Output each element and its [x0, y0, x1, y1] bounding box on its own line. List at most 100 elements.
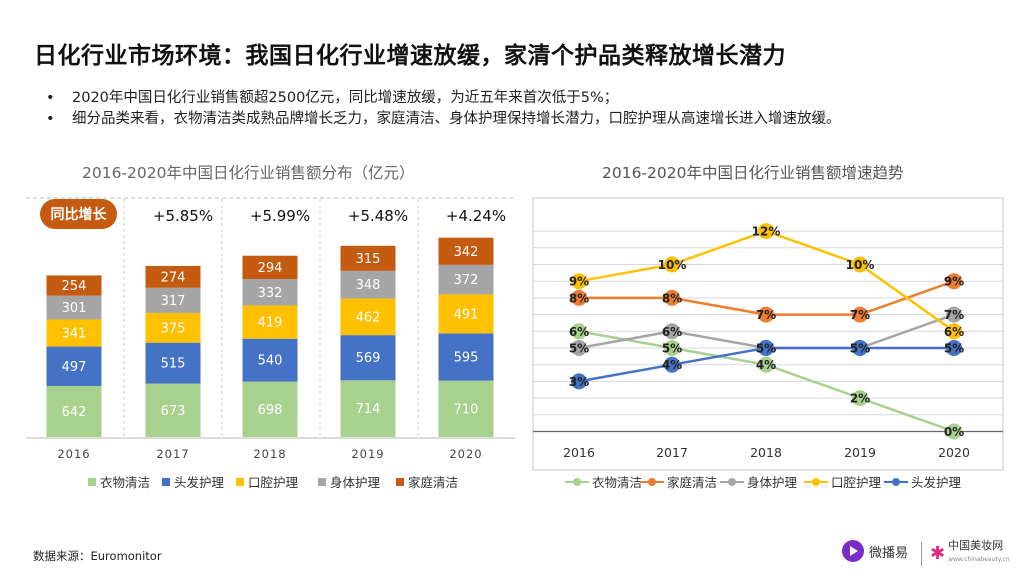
bar-value-label: 462: [356, 310, 381, 325]
legend-label: 衣物清洁: [592, 475, 642, 490]
series-point: [571, 340, 587, 356]
x-tick-label: 2017: [656, 445, 688, 460]
bar-segment: [145, 312, 201, 343]
bar-segment: [438, 333, 494, 381]
legend-label: 家庭清洁: [667, 475, 717, 490]
series-point: [852, 306, 868, 323]
legend-marker: [892, 478, 900, 486]
bar-value-label: 341: [62, 327, 87, 342]
x-tick-label: 2019: [351, 447, 384, 461]
point-value-label: 12%: [752, 225, 781, 239]
bar-value-label: 515: [161, 357, 186, 372]
bar-segment: [340, 298, 396, 336]
yoy-growth-label: +5.99%: [250, 207, 310, 225]
bar-value-label: 710: [454, 402, 479, 417]
series-point: [946, 340, 962, 356]
x-tick-label: 2018: [253, 447, 286, 461]
series-point: [664, 289, 680, 306]
bar-chart-title: 2016-2020年中国日化行业销售额分布（亿元）: [82, 164, 415, 182]
bar-segment: [145, 287, 201, 313]
x-tick-label: 2020: [449, 447, 482, 461]
bar-value-label: 348: [356, 278, 381, 293]
point-value-label: 4%: [756, 358, 776, 372]
data-source: 数据来源：Euromonitor: [33, 549, 162, 563]
bullet-item: • 细分品类来看，衣物清洁类成熟品牌增长乏力，家庭清洁、身体护理保持增长潜力，口…: [46, 109, 841, 130]
yoy-growth-label: +5.85%: [153, 207, 213, 225]
weibo-logo: 微播易: [842, 540, 908, 562]
bullet-marker: •: [46, 90, 55, 106]
point-value-label: 0%: [944, 425, 964, 439]
x-tick-label: 2017: [156, 447, 189, 461]
legend-label: 口腔护理: [831, 475, 882, 490]
legend-marker: [648, 478, 656, 486]
bar-segment: [46, 295, 102, 320]
series-point: [664, 323, 680, 340]
legend-label: 头发护理: [911, 475, 962, 490]
page-title: 日化行业市场环境：我国日化行业增速放缓，家清个护品类释放增长潜力: [34, 43, 786, 69]
point-value-label: 5%: [569, 342, 589, 356]
x-tick-label: 2018: [750, 445, 782, 460]
point-value-label: 5%: [662, 342, 682, 356]
sparkle-icon: ✱: [930, 542, 946, 564]
legend-swatch: [162, 478, 170, 486]
legend-label: 头发护理: [174, 475, 225, 490]
bar-segment: [46, 275, 102, 296]
bar-value-label: 419: [258, 316, 283, 331]
bar-segment: [145, 265, 201, 288]
yoy-growth-label: +4.24%: [446, 207, 506, 225]
point-value-label: 6%: [662, 325, 682, 339]
bullet-marker: •: [46, 111, 55, 127]
weibo-logo-text: 微播易: [869, 545, 909, 561]
legend-marker: [812, 478, 820, 486]
bar-value-label: 332: [258, 286, 283, 301]
legend-swatch: [88, 478, 96, 486]
point-value-label: 8%: [569, 291, 589, 305]
legend-label: 口腔护理: [248, 475, 299, 490]
legend-swatch: [396, 478, 404, 486]
plot-frame: [532, 197, 1004, 471]
bar-segment: [242, 305, 298, 339]
bar-segment: [340, 270, 396, 299]
series-point: [571, 323, 587, 340]
bar-value-label: 569: [356, 351, 381, 366]
point-value-label: 7%: [756, 308, 776, 322]
point-value-label: 6%: [569, 325, 589, 339]
bar-segment: [438, 380, 494, 437]
bar-value-label: 491: [454, 307, 479, 322]
series-point: [852, 390, 868, 407]
point-value-label: 6%: [944, 325, 964, 339]
bar-segment: [340, 245, 396, 271]
series-point: [571, 273, 587, 290]
bar-segment: [340, 380, 396, 437]
bar-value-label: 274: [161, 270, 186, 285]
point-value-label: 8%: [662, 291, 682, 305]
chinabeauty-logo-url: www.chinabeauty.cn: [948, 556, 1010, 563]
bar-segment: [242, 381, 298, 437]
series-point: [758, 223, 774, 240]
bar-value-label: 714: [356, 402, 381, 417]
line-chart-title: 2016-2020年中国日化行业销售额增速趋势: [602, 164, 904, 182]
chinabeauty-logo: ✱ 中国美妆网 www.chinabeauty.cn: [930, 540, 1009, 566]
legend-swatch: [236, 478, 244, 486]
bar-value-label: 294: [258, 261, 283, 276]
point-value-label: 3%: [569, 375, 589, 389]
series-point: [946, 273, 962, 290]
bar-segment: [145, 383, 201, 437]
point-value-label: 5%: [756, 342, 776, 356]
series-point: [758, 306, 774, 323]
yoy-growth-label: +5.48%: [348, 207, 408, 225]
point-value-label: 10%: [658, 258, 687, 272]
point-value-label: 10%: [846, 258, 875, 272]
bar-segment: [46, 386, 102, 437]
series-point: [664, 356, 680, 373]
legend-swatch: [318, 478, 326, 486]
bar-value-label: 497: [62, 360, 87, 375]
point-value-label: 7%: [850, 308, 870, 322]
bar-segment: [242, 279, 298, 306]
bar-segment: [145, 342, 201, 384]
bar-value-label: 254: [62, 279, 87, 294]
bar-value-label: 375: [161, 321, 186, 336]
series-point: [571, 373, 587, 390]
